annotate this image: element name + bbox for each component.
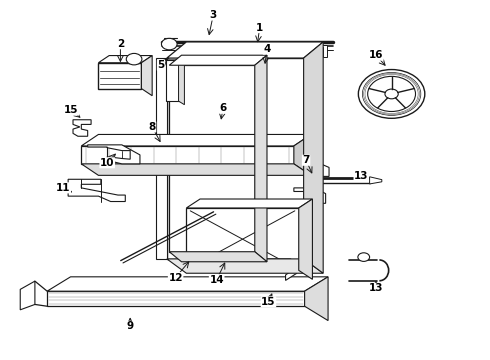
Text: 15: 15	[64, 105, 79, 115]
Polygon shape	[167, 58, 304, 259]
Polygon shape	[255, 55, 267, 262]
Text: 15: 15	[261, 297, 276, 307]
Polygon shape	[166, 56, 184, 60]
Text: 14: 14	[209, 275, 224, 285]
Polygon shape	[294, 134, 311, 175]
Text: 11: 11	[56, 183, 71, 193]
Polygon shape	[186, 208, 299, 270]
Polygon shape	[169, 252, 267, 262]
Polygon shape	[305, 277, 328, 320]
Text: 8: 8	[148, 122, 156, 132]
Text: 16: 16	[368, 50, 383, 60]
Polygon shape	[142, 55, 152, 96]
Polygon shape	[47, 277, 328, 291]
Polygon shape	[81, 164, 311, 175]
Text: 12: 12	[169, 273, 183, 283]
Polygon shape	[81, 134, 311, 146]
Polygon shape	[88, 145, 140, 164]
Polygon shape	[68, 179, 125, 202]
Text: 6: 6	[220, 103, 227, 113]
Polygon shape	[314, 45, 327, 57]
Text: 13: 13	[368, 283, 383, 293]
Polygon shape	[156, 58, 167, 259]
Polygon shape	[73, 120, 91, 136]
Text: 1: 1	[256, 23, 263, 33]
Polygon shape	[167, 42, 323, 58]
Polygon shape	[178, 56, 184, 105]
Text: 2: 2	[117, 39, 124, 49]
Polygon shape	[47, 291, 305, 306]
Circle shape	[368, 76, 416, 112]
Polygon shape	[186, 199, 313, 208]
Circle shape	[385, 89, 398, 99]
Polygon shape	[303, 164, 329, 176]
Polygon shape	[264, 259, 297, 280]
Polygon shape	[299, 199, 313, 279]
Polygon shape	[166, 60, 178, 101]
Polygon shape	[369, 177, 382, 184]
Text: 9: 9	[126, 321, 134, 331]
Polygon shape	[167, 259, 323, 273]
Text: 13: 13	[354, 171, 368, 181]
Polygon shape	[98, 55, 152, 63]
Polygon shape	[169, 55, 267, 65]
Text: 10: 10	[100, 158, 115, 168]
Polygon shape	[304, 58, 316, 259]
Polygon shape	[304, 42, 323, 273]
Text: 3: 3	[210, 10, 217, 20]
Text: 7: 7	[302, 155, 310, 165]
Text: 4: 4	[263, 44, 270, 54]
Circle shape	[126, 53, 142, 65]
Polygon shape	[98, 63, 142, 89]
Text: 5: 5	[157, 60, 165, 70]
Polygon shape	[294, 188, 326, 203]
Polygon shape	[20, 281, 35, 310]
Polygon shape	[81, 146, 294, 164]
Circle shape	[161, 39, 177, 50]
Circle shape	[358, 69, 425, 118]
Polygon shape	[169, 65, 255, 252]
Circle shape	[358, 253, 369, 261]
